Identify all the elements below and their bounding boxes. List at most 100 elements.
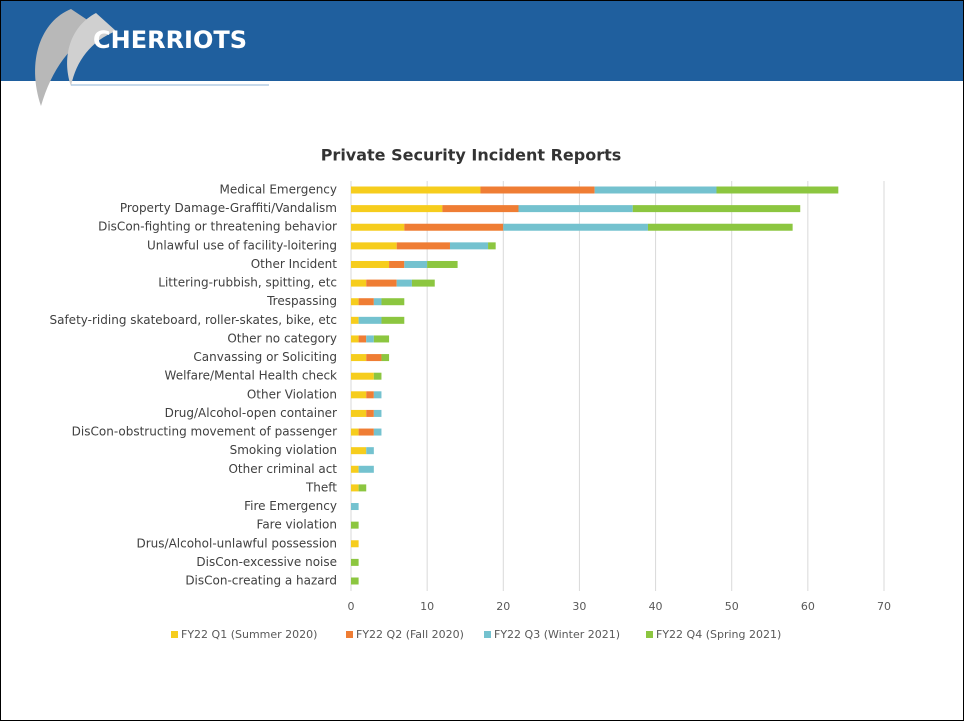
legend-swatch xyxy=(171,631,178,638)
legend-swatch xyxy=(484,631,491,638)
y-tick-label: Medical Emergency xyxy=(220,183,337,197)
bar-segment xyxy=(404,223,504,231)
y-tick-label: Drus/Alcohol-unlawful possession xyxy=(137,536,338,550)
bar-segment xyxy=(351,540,359,548)
y-tick-label: Fare violation xyxy=(257,518,337,532)
bar-segment xyxy=(366,391,374,399)
bar-segment xyxy=(351,577,359,585)
bar-segment xyxy=(381,354,390,362)
bar-segment xyxy=(351,372,374,380)
bar-segment xyxy=(351,521,359,529)
bar-segment xyxy=(351,205,443,213)
bar-segment xyxy=(358,484,367,492)
bar-segment xyxy=(351,503,359,511)
bar-segment xyxy=(518,205,633,213)
x-tick-label: 60 xyxy=(801,600,815,613)
y-tick-label: Other Violation xyxy=(247,387,337,401)
bar-segment xyxy=(647,223,793,231)
y-tick-label: DisCon-creating a hazard xyxy=(185,574,337,588)
bar-segment xyxy=(373,298,382,306)
x-tick-label: 50 xyxy=(725,600,739,613)
bar-segment xyxy=(632,205,801,213)
y-tick-label: Fire Emergency xyxy=(244,499,337,513)
bar-segment xyxy=(366,447,374,455)
bar-segment xyxy=(389,260,405,268)
bar-segment xyxy=(381,316,405,324)
bar-segment xyxy=(594,186,717,194)
legend-swatch xyxy=(646,631,653,638)
bar-segment xyxy=(351,186,481,194)
bar-segment xyxy=(351,558,359,566)
bar-segment xyxy=(427,260,458,268)
bar-segment xyxy=(351,279,367,287)
bar-segment xyxy=(351,260,390,268)
bar-segment xyxy=(351,335,359,343)
bar-segment xyxy=(351,409,367,417)
bar-segment xyxy=(358,298,374,306)
x-tick-label: 40 xyxy=(649,600,663,613)
bar-segment xyxy=(351,223,405,231)
bar-segment xyxy=(373,409,382,417)
legend-swatch xyxy=(346,631,353,638)
y-tick-label: Unlawful use of facility-loitering xyxy=(147,238,337,252)
legend-label: FY22 Q2 (Fall 2020) xyxy=(356,628,464,641)
bar-segment xyxy=(351,354,367,362)
bar-segment xyxy=(404,260,428,268)
bar-segment xyxy=(351,484,359,492)
bar-segment xyxy=(449,242,489,250)
bar-segment xyxy=(373,335,390,343)
x-tick-label: 10 xyxy=(420,600,434,613)
y-tick-label: Welfare/Mental Health check xyxy=(165,369,338,383)
bar-segment xyxy=(366,279,397,287)
bar-segment xyxy=(716,186,839,194)
bar-segment xyxy=(381,298,405,306)
bar-segment xyxy=(480,186,595,194)
x-tick-label: 70 xyxy=(877,600,891,613)
x-tick-label: 30 xyxy=(572,600,586,613)
bar-segment xyxy=(358,316,382,324)
y-tick-label: DisCon-excessive noise xyxy=(196,555,337,569)
bar-segment xyxy=(373,391,382,399)
header-band xyxy=(1,1,963,81)
y-tick-label: Other criminal act xyxy=(228,462,337,476)
bar-segment xyxy=(396,279,412,287)
bar-segment xyxy=(396,242,450,250)
bar-segment xyxy=(351,465,359,473)
bar-segment xyxy=(366,335,374,343)
bar-segment xyxy=(366,354,382,362)
chart-title: Private Security Incident Reports xyxy=(321,146,622,165)
bar-segment xyxy=(366,409,374,417)
legend-label: FY22 Q3 (Winter 2021) xyxy=(494,628,620,641)
x-tick-label: 20 xyxy=(496,600,510,613)
y-tick-label: Other no category xyxy=(227,331,337,345)
bar-segment xyxy=(351,298,359,306)
y-tick-label: Drug/Alcohol-open container xyxy=(165,406,337,420)
logo-swoosh xyxy=(67,13,116,86)
bar-segment xyxy=(351,391,367,399)
y-tick-label: Property Damage-Graffiti/Vandalism xyxy=(120,201,337,215)
logo-text: CHERRIOTS xyxy=(93,26,247,54)
bar-segment xyxy=(351,447,367,455)
y-tick-label: DisCon-fighting or threatening behavior xyxy=(98,220,337,234)
bar-segment xyxy=(358,428,374,436)
bar-segment xyxy=(373,372,382,380)
bar-segment xyxy=(373,428,382,436)
y-tick-label: Canvassing or Soliciting xyxy=(193,350,337,364)
y-tick-label: Safety-riding skateboard, roller-skates,… xyxy=(49,313,337,327)
bar-segment xyxy=(442,205,519,213)
bar-segment xyxy=(503,223,648,231)
y-tick-label: Littering-rubbish, spitting, etc xyxy=(158,276,337,290)
y-tick-label: DisCon-obstructing movement of passenger xyxy=(72,425,337,439)
legend-label: FY22 Q1 (Summer 2020) xyxy=(181,628,317,641)
bar-segment xyxy=(488,242,496,250)
bar-segment xyxy=(358,465,374,473)
y-tick-label: Theft xyxy=(305,480,337,494)
bar-segment xyxy=(351,316,359,324)
y-tick-label: Smoking violation xyxy=(230,443,337,457)
bar-segment xyxy=(351,428,359,436)
bar-segment xyxy=(351,242,397,250)
bar-segment xyxy=(411,279,435,287)
y-tick-label: Other Incident xyxy=(251,257,338,271)
